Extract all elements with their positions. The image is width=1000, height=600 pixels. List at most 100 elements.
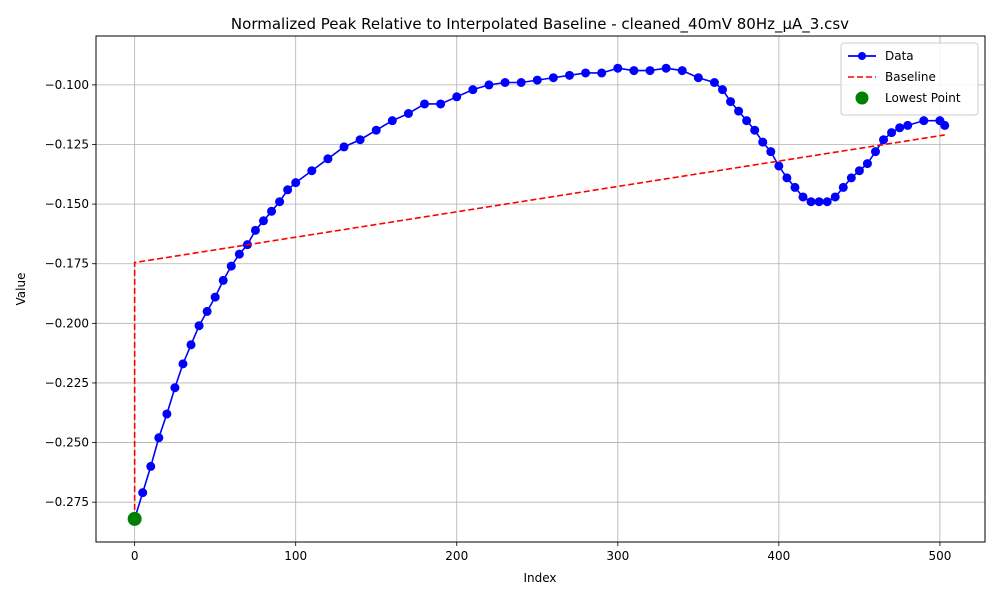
data-point	[267, 206, 277, 216]
data-point	[629, 66, 639, 76]
chart-title: Normalized Peak Relative to Interpolated…	[231, 15, 849, 34]
data-point	[734, 106, 744, 116]
data-point	[218, 275, 228, 285]
grid	[96, 36, 985, 542]
data-point	[436, 99, 446, 109]
data-point	[887, 128, 897, 138]
legend-lowest-marker	[855, 91, 869, 105]
data-point	[806, 197, 816, 207]
data-point	[830, 192, 840, 202]
data-point	[532, 75, 542, 85]
data-point	[613, 63, 623, 73]
data-point	[468, 85, 478, 95]
plot-frame	[95, 35, 986, 543]
legend-data-marker	[858, 52, 866, 60]
plot-series	[127, 63, 950, 526]
baseline-line	[133, 134, 945, 519]
legend-label-baseline: Baseline	[885, 70, 936, 84]
x-tick-label: 0	[131, 549, 139, 563]
data-point	[581, 68, 591, 78]
data-point	[766, 147, 776, 157]
data-point	[846, 173, 856, 183]
x-tick-label: 200	[445, 549, 468, 563]
data-point	[838, 182, 848, 192]
data-point	[234, 249, 244, 259]
data-point	[138, 488, 148, 498]
data-point	[940, 120, 950, 130]
data-point	[717, 85, 727, 95]
y-tick-label: −0.175	[45, 257, 89, 271]
data-point	[202, 306, 212, 316]
data-point	[339, 142, 349, 152]
data-point	[742, 116, 752, 126]
data-point	[186, 340, 196, 350]
data-point	[782, 173, 792, 183]
y-tick-label: −0.150	[45, 197, 89, 211]
data-point	[178, 359, 188, 369]
data-point	[750, 125, 760, 135]
data-point	[323, 154, 333, 164]
lowest-point-marker	[127, 511, 142, 526]
y-tick-label: −0.275	[45, 495, 89, 509]
y-tick-label: −0.200	[45, 316, 89, 330]
data-point	[250, 225, 260, 235]
data-point	[814, 197, 824, 207]
data-point	[291, 178, 301, 188]
data-point	[661, 63, 671, 73]
x-tick-label: 500	[928, 549, 951, 563]
data-point	[452, 92, 462, 102]
data-point	[500, 77, 510, 87]
data-point	[162, 409, 172, 419]
data-point	[726, 97, 736, 107]
data-point	[693, 73, 703, 83]
data-point	[903, 120, 913, 130]
y-tick-label: −0.125	[45, 137, 89, 151]
data-point	[387, 116, 397, 126]
legend-box	[840, 42, 979, 116]
data-point	[822, 197, 832, 207]
legend-label-data: Data	[885, 49, 914, 63]
y-tick-label: −0.225	[45, 376, 89, 390]
data-point	[403, 108, 413, 118]
data-point	[677, 66, 687, 76]
legend-label-lowest: Lowest Point	[885, 91, 961, 105]
data-point	[854, 166, 864, 176]
x-axis-label: Index	[523, 571, 556, 585]
data-point	[307, 166, 317, 176]
axis-ticks: 0 100 200 300 400 500 −0.275 −0.250 −0.225 −0.200…	[45, 78, 952, 563]
data-point	[283, 185, 293, 195]
y-axis-label: Value	[14, 273, 28, 306]
data-point	[210, 292, 220, 302]
data-point	[597, 68, 607, 78]
data-point	[371, 125, 381, 135]
data-point	[355, 135, 365, 145]
data-point	[919, 116, 929, 126]
data-point	[798, 192, 808, 202]
data-point	[420, 99, 430, 109]
data-point	[758, 137, 768, 147]
data-point	[258, 216, 268, 226]
data-point	[170, 383, 180, 393]
data-point	[709, 77, 719, 87]
legend: Data Baseline Lowest Point	[840, 42, 979, 116]
x-tick-label: 300	[606, 549, 629, 563]
data-point	[484, 80, 494, 90]
data-point	[879, 135, 889, 145]
x-tick-label: 400	[767, 549, 790, 563]
data-point	[790, 182, 800, 192]
data-point	[194, 321, 204, 331]
data-point	[774, 161, 784, 171]
data-point	[154, 433, 164, 443]
data-point	[516, 77, 526, 87]
data-point	[146, 461, 156, 471]
data-point	[870, 147, 880, 157]
data-point	[645, 66, 655, 76]
data-point	[862, 159, 872, 169]
data-point	[275, 197, 285, 207]
data-point	[226, 261, 236, 271]
y-tick-label: −0.100	[45, 78, 89, 92]
y-tick-label: −0.250	[45, 436, 89, 450]
data-point	[564, 70, 574, 80]
